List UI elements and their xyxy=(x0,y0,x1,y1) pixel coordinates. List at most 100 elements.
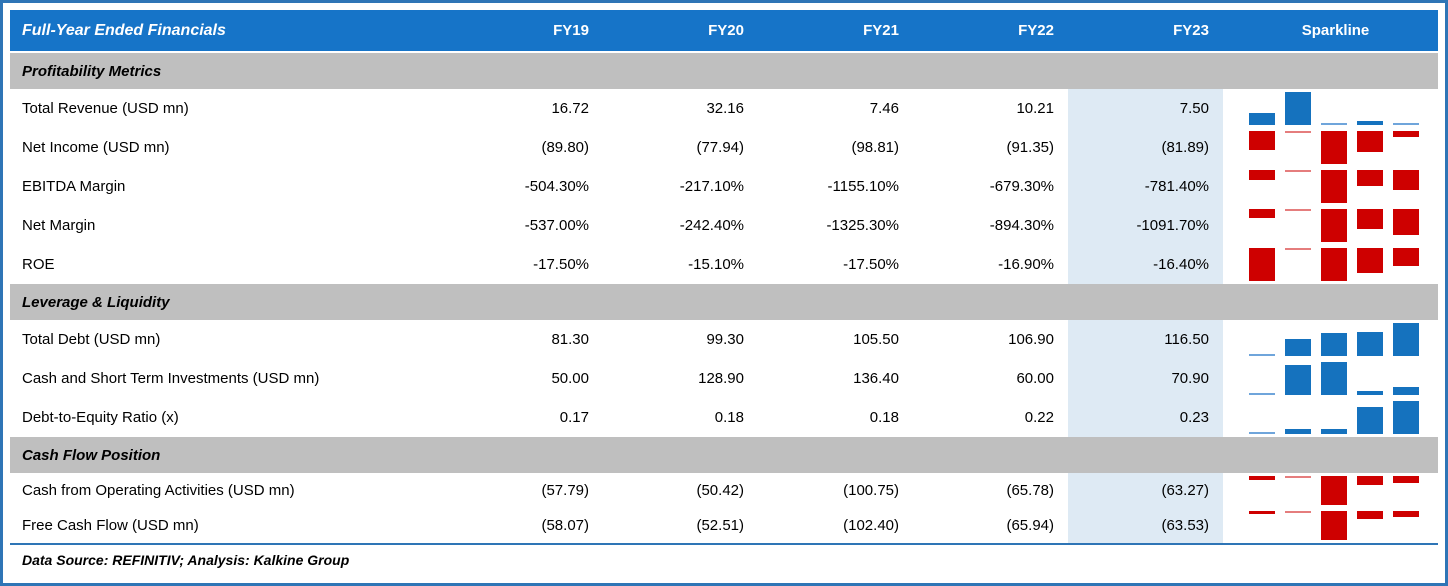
metric-value-fy22: 106.90 xyxy=(1008,331,1054,348)
metric-value-fy22: -679.30% xyxy=(989,178,1054,195)
sparkline-bar xyxy=(1393,511,1419,518)
section-header: Profitability Metrics xyxy=(10,53,1438,89)
metric-value-fy20: 32.16 xyxy=(706,100,744,117)
sparkline xyxy=(1249,248,1422,281)
sparkline-bar xyxy=(1285,170,1311,172)
column-header-fy: FY20 xyxy=(708,22,744,39)
sparkline-bar xyxy=(1249,209,1275,218)
sparkline-cell xyxy=(1223,398,1438,437)
metric-row: Total Revenue (USD mn) 16.72 32.16 7.46 10.2… xyxy=(10,89,1438,128)
metric-row: Debt-to-Equity Ratio (x) 0.17 0.18 0.18 0.22… xyxy=(10,398,1438,437)
column-header-fy: FY22 xyxy=(1018,22,1054,39)
metric-value-fy21: 7.46 xyxy=(869,100,899,117)
sparkline-bar xyxy=(1285,131,1311,133)
sparkline-bar xyxy=(1357,170,1383,187)
section-header: Cash Flow Position xyxy=(10,437,1438,473)
sparkline-cell xyxy=(1223,508,1438,543)
column-header-fy: FY23 xyxy=(1173,22,1209,39)
metric-value-fy20: (50.42) xyxy=(696,482,744,499)
metric-value-fy23: 7.50 xyxy=(1068,89,1223,128)
metric-value-fy20: 128.90 xyxy=(698,370,744,387)
metric-value-fy22: (65.94) xyxy=(1006,517,1054,534)
sparkline-bar xyxy=(1357,476,1383,485)
sparkline xyxy=(1249,131,1422,164)
sparkline-bar xyxy=(1357,209,1383,229)
metric-value-fy20: -15.10% xyxy=(688,256,744,273)
metric-value-fy20: -217.10% xyxy=(679,178,744,195)
metric-value-fy19: (58.07) xyxy=(541,517,589,534)
sparkline-cell xyxy=(1223,245,1438,284)
sparkline-bar xyxy=(1249,432,1275,434)
metric-value-fy23: (63.53) xyxy=(1068,508,1223,543)
metric-value-fy19: 81.30 xyxy=(551,331,589,348)
metric-value-fy19: (57.79) xyxy=(541,482,589,499)
sparkline-bar xyxy=(1285,476,1311,478)
sparkline-bar xyxy=(1321,511,1347,540)
metric-value-fy23: (63.27) xyxy=(1068,473,1223,508)
metric-label: Total Revenue (USD mn) xyxy=(22,100,189,117)
sparkline-bar xyxy=(1393,401,1419,434)
sparkline-bar xyxy=(1249,354,1275,356)
table-header-row: Full-Year Ended Financials FY19 FY20 FY21 FY… xyxy=(10,10,1438,51)
metric-value-fy21: 0.18 xyxy=(869,409,899,426)
metric-row: ROE -17.50% -15.10% -17.50% -16.90% -16.40% xyxy=(10,245,1438,284)
sparkline-bar xyxy=(1357,406,1383,434)
column-header-fy: FY21 xyxy=(863,22,899,39)
metric-value-fy22: -16.90% xyxy=(998,256,1054,273)
sparkline-bar xyxy=(1249,248,1275,281)
sparkline-cell xyxy=(1223,206,1438,245)
sparkline-bar xyxy=(1357,131,1383,153)
metric-value-fy22: (65.78) xyxy=(1006,482,1054,499)
sparkline-bar xyxy=(1321,362,1347,395)
metric-value-fy21: -1155.10% xyxy=(827,178,899,195)
sparkline-cell xyxy=(1223,473,1438,508)
sparkline xyxy=(1249,511,1422,540)
table-title: Full-Year Ended Financials xyxy=(22,21,226,39)
metric-value-fy19: -504.30% xyxy=(524,178,589,195)
metric-value-fy23: 0.23 xyxy=(1068,398,1223,437)
metric-value-fy19: 16.72 xyxy=(551,100,589,117)
sparkline-bar xyxy=(1357,332,1383,356)
sparkline-bar xyxy=(1249,170,1275,181)
metric-value-fy21: -17.50% xyxy=(843,256,899,273)
metric-label: Free Cash Flow (USD mn) xyxy=(22,517,199,534)
metric-value-fy22: (91.35) xyxy=(1006,139,1054,156)
metric-row: Cash and Short Term Investments (USD mn)… xyxy=(10,359,1438,398)
sparkline-bar xyxy=(1357,391,1383,395)
sparkline-bar xyxy=(1393,131,1419,138)
sparkline-bar xyxy=(1321,428,1347,434)
sparkline-bar xyxy=(1393,323,1419,356)
sparkline-cell xyxy=(1223,359,1438,398)
sparkline-bar xyxy=(1393,209,1419,235)
metric-value-fy20: 0.18 xyxy=(714,409,744,426)
sparkline-bar xyxy=(1285,339,1311,356)
sparkline xyxy=(1249,323,1422,356)
metric-value-fy23: -16.40% xyxy=(1068,245,1223,284)
sparkline-bar xyxy=(1321,209,1347,242)
sparkline xyxy=(1249,401,1422,434)
metric-row: EBITDA Margin -504.30% -217.10% -1155.10% -6… xyxy=(10,167,1438,206)
metric-row: Net Income (USD mn) (89.80) (77.94) (98.81)… xyxy=(10,128,1438,167)
metric-value-fy22: 10.21 xyxy=(1016,100,1054,117)
metric-value-fy22: 60.00 xyxy=(1016,370,1054,387)
metric-value-fy23: -1091.70% xyxy=(1068,206,1223,245)
sparkline-bar xyxy=(1393,248,1419,266)
sparkline-bar xyxy=(1393,387,1419,395)
sparkline-bar xyxy=(1393,476,1419,484)
sparkline xyxy=(1249,209,1422,242)
metric-row: Total Debt (USD mn) 81.30 99.30 105.50 106.9… xyxy=(10,320,1438,359)
metric-label: ROE xyxy=(22,256,55,273)
metric-row: Net Margin -537.00% -242.40% -1325.30% -894.… xyxy=(10,206,1438,245)
sparkline-bar xyxy=(1285,364,1311,395)
metric-row: Cash from Operating Activities (USD mn) (… xyxy=(10,473,1438,508)
sparkline-bar xyxy=(1249,511,1275,515)
metric-value-fy19: -17.50% xyxy=(533,256,589,273)
sparkline-bar xyxy=(1321,170,1347,203)
sparkline-cell xyxy=(1223,128,1438,167)
metric-value-fy22: -894.30% xyxy=(989,217,1054,234)
metric-value-fy20: (52.51) xyxy=(696,517,744,534)
sparkline-cell xyxy=(1223,167,1438,206)
metric-value-fy19: 0.17 xyxy=(559,409,589,426)
metric-value-fy20: 99.30 xyxy=(706,331,744,348)
sparkline-bar xyxy=(1285,511,1311,513)
